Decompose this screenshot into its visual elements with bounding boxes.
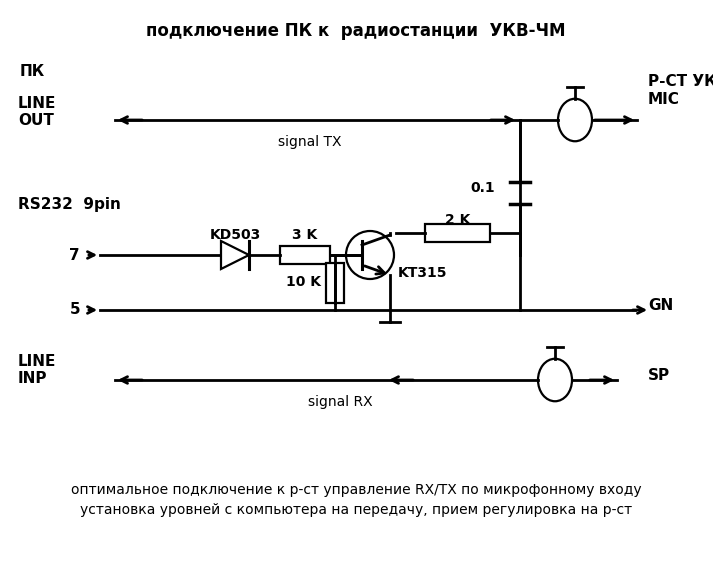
Text: SP: SP [648,367,670,383]
Text: оптимальное подключение к р-ст управление RX/TX по микрофонному входу: оптимальное подключение к р-ст управлени… [71,483,641,497]
Text: 10 K: 10 K [286,276,321,290]
Text: 5: 5 [69,303,80,318]
Bar [326,262,344,303]
Text: KD503: KD503 [210,228,261,242]
Text: signal TX: signal TX [278,135,342,149]
Text: 2 K: 2 K [445,213,470,227]
Text: KT315: KT315 [398,266,448,280]
Text: ПК: ПК [20,64,45,79]
Bar [280,246,330,264]
Text: 0.1: 0.1 [471,180,495,194]
Text: Р-СТ УКВ: Р-СТ УКВ [648,75,713,89]
Bar [425,224,490,242]
Text: RS232  9pin: RS232 9pin [18,197,121,213]
Text: LINE
OUT: LINE OUT [18,96,56,128]
Polygon shape [221,241,249,269]
Text: 7: 7 [69,248,80,262]
Text: 3 K: 3 K [292,228,317,242]
Text: подключение ПК к  радиостанции  УКВ-ЧМ: подключение ПК к радиостанции УКВ-ЧМ [146,22,565,40]
Text: LINE
INP: LINE INP [18,354,56,386]
Text: GN: GN [648,297,673,312]
Ellipse shape [538,359,572,401]
Text: MIC: MIC [648,92,680,107]
Ellipse shape [558,99,592,141]
Text: установка уровней с компьютера на передачу, прием регулировка на р-ст: установка уровней с компьютера на переда… [80,503,632,517]
Circle shape [346,231,394,279]
Text: signal RX: signal RX [308,395,372,409]
